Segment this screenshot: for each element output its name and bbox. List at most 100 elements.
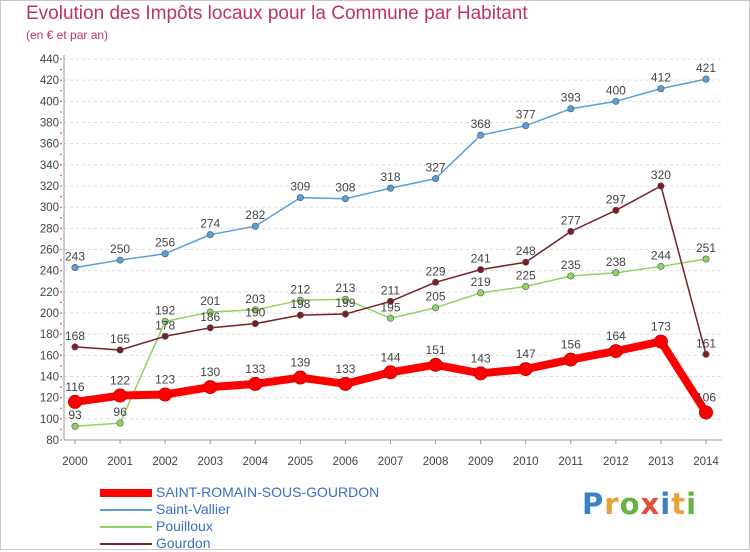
data-point [296,311,304,319]
data-point [702,350,710,358]
x-tick-label: 2005 [288,456,314,468]
y-tick-label: 100 [40,414,59,426]
x-tick-label: 2008 [423,456,449,468]
data-point [522,258,530,266]
data-label: 143 [471,351,491,365]
data-label: 327 [426,161,446,175]
data-label: 238 [606,255,626,269]
y-tick-label: 220 [40,287,59,299]
y-tick-label: 120 [40,393,59,405]
y-minor-tick [60,132,62,134]
x-tick-label: 2003 [197,456,223,468]
data-point [477,131,485,139]
data-point [522,283,530,291]
data-point [338,376,353,391]
y-minor-tick [60,280,62,283]
data-label: 156 [561,338,581,352]
y-minor-tick [60,291,62,293]
x-tick-label: 2006 [333,456,359,468]
data-label: 251 [696,241,716,255]
data-label: 320 [651,168,671,182]
y-minor-tick [60,312,62,314]
data-point [293,370,308,385]
data-point [657,85,665,93]
data-label: 198 [290,297,310,311]
data-point [158,387,173,402]
data-label: 219 [471,275,491,289]
data-label: 368 [471,117,491,131]
data-point [203,380,218,395]
data-label: 186 [200,310,220,324]
data-point [161,332,169,340]
data-point [699,405,713,420]
y-minor-tick [60,386,62,388]
x-tick-label: 2012 [603,456,629,468]
legend-label: Gourdon [156,535,211,551]
data-label: 243 [65,249,85,263]
data-label: 192 [155,303,175,317]
y-minor-tick [60,428,62,431]
data-point [608,344,623,359]
y-tick-label: 360 [40,139,59,151]
data-label: 168 [65,329,85,343]
x-tick-label: 2000 [62,456,88,468]
data-point [161,250,169,258]
data-point [251,306,259,314]
chart-title: Evolution des Impôts locaux pour la Comm… [26,3,528,24]
data-point [522,122,530,130]
data-point [428,357,443,372]
y-minor-tick [60,58,62,60]
data-point [612,269,620,277]
data-point [567,272,575,280]
y-minor-tick [60,185,62,187]
y-tick-label: 140 [40,372,59,384]
x-tick-label: 2010 [513,456,539,468]
x-tick-label: 2007 [378,456,404,468]
data-point [702,75,710,83]
y-minor-tick [60,216,62,219]
data-point [383,365,398,380]
data-label: 274 [200,217,220,231]
chart-subtitle: (en € et par an) [26,28,109,42]
y-tick-label: 160 [40,350,59,362]
y-minor-tick [60,121,62,124]
y-minor-tick [60,100,62,103]
data-point [113,388,128,403]
data-point [248,376,263,391]
y-minor-tick [60,407,62,410]
y-minor-tick [60,248,62,251]
data-point [386,297,394,305]
data-label: 225 [516,269,536,283]
y-tick-label: 260 [40,245,59,257]
y-minor-tick [60,418,62,420]
legend-swatch [100,543,152,545]
x-tick-label: 2001 [107,456,133,468]
y-minor-tick [60,301,62,304]
data-label: 123 [155,372,175,386]
data-point [71,422,79,430]
data-label: 203 [245,292,265,306]
data-label: 282 [245,208,265,222]
data-label: 199 [335,296,355,310]
data-label: 144 [380,350,400,364]
y-minor-tick [60,365,62,367]
y-minor-tick [60,89,62,92]
legend-label: SAINT-ROMAIN-SOUS-GOURDON [156,484,380,500]
data-point [567,228,575,236]
x-tick-label: 2002 [152,456,178,468]
logo-letter: i [660,487,672,521]
data-point [567,105,575,113]
data-label: 147 [516,347,536,361]
data-point [432,175,440,183]
data-label: 297 [606,192,626,206]
logo-letter: t [671,487,687,521]
data-label: 308 [335,181,355,195]
y-tick-label: 400 [40,96,59,108]
data-label: 244 [651,248,671,262]
data-point [296,194,304,202]
y-minor-tick [60,439,62,441]
x-tick-label: 2009 [468,456,494,468]
data-label: 195 [380,300,400,314]
data-label: 122 [110,374,130,388]
